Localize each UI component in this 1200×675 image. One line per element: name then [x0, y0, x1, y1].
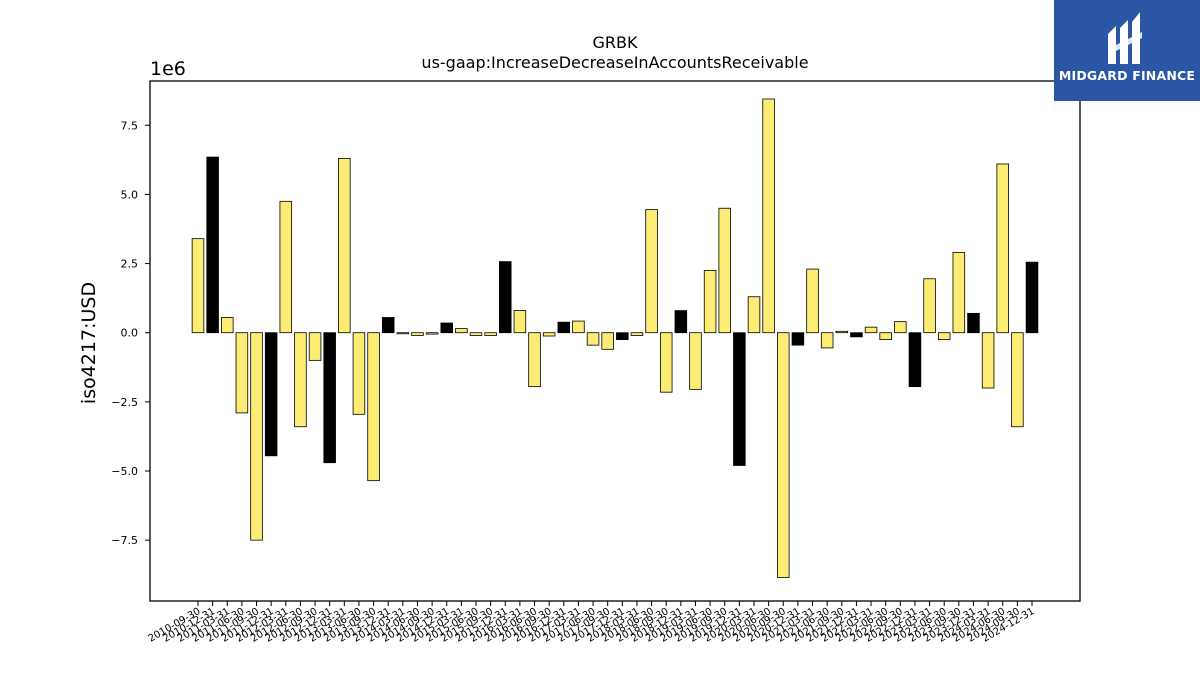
bar [835, 330, 849, 334]
bar [191, 238, 205, 334]
bar [777, 332, 790, 578]
logo-text: MIDGARD FINANCE [1058, 68, 1196, 83]
bar [308, 332, 322, 361]
bar [747, 296, 761, 334]
y-axis-label: iso4217:USD [78, 282, 100, 404]
bar [338, 158, 351, 334]
bar [791, 332, 805, 346]
bar [557, 321, 571, 334]
bar [528, 332, 541, 388]
bar [952, 252, 966, 334]
bar [586, 332, 600, 346]
midgard-logo-icon [1108, 12, 1142, 64]
bar [279, 200, 293, 334]
y-tick-label: 0.0 [121, 327, 139, 340]
bar [455, 328, 468, 334]
y-tick-label: 2.5 [121, 258, 139, 271]
bar [850, 332, 863, 338]
bar [616, 332, 629, 341]
bar [396, 332, 410, 335]
bar [762, 98, 775, 334]
y-tick-label: −2.5 [111, 396, 138, 409]
bar [235, 332, 249, 414]
bar [996, 163, 1009, 334]
y-scale-label: 1e6 [150, 58, 186, 80]
bar [425, 332, 439, 335]
bar [206, 156, 219, 334]
bar [967, 312, 980, 334]
bar [411, 332, 424, 336]
bar [1025, 261, 1039, 334]
chart-title: GRBK [593, 33, 638, 52]
y-tick-label: 5.0 [121, 188, 139, 201]
y-tick-label: 7.5 [121, 119, 139, 132]
bar [806, 268, 819, 334]
bar [221, 317, 234, 334]
chart-subtitle: us-gaap:IncreaseDecreaseInAccountsReceiv… [421, 53, 808, 72]
bar [894, 321, 907, 334]
bar [352, 332, 366, 415]
bar [499, 261, 512, 334]
bar [601, 332, 614, 350]
bar [674, 310, 688, 334]
bar [718, 207, 731, 334]
bar [264, 332, 278, 457]
bar [820, 332, 834, 349]
bar [440, 322, 453, 334]
bar [733, 332, 746, 466]
bar [572, 320, 585, 334]
plot-frame [149, 80, 1081, 602]
bar [294, 332, 307, 428]
bar [484, 332, 497, 336]
bar [250, 332, 263, 541]
bar [323, 332, 336, 464]
bar [703, 270, 717, 334]
bar [1011, 332, 1024, 428]
bar [689, 332, 702, 390]
bar [381, 317, 395, 334]
bar [659, 332, 673, 393]
bar [367, 332, 380, 482]
bar [513, 310, 527, 334]
bar [908, 332, 922, 388]
plot-area: −7.5−5.0−2.50.02.55.07.52010-09-302010-1… [111, 98, 1039, 645]
bar [923, 278, 936, 334]
bar [879, 332, 892, 341]
bar [864, 326, 878, 334]
bar [630, 332, 644, 336]
brand-logo: MIDGARD FINANCE [1054, 0, 1200, 101]
bar [542, 332, 556, 337]
y-tick-label: −7.5 [111, 534, 138, 547]
bar [937, 332, 951, 341]
bar [981, 332, 995, 389]
y-tick-label: −5.0 [111, 465, 138, 478]
bar [645, 209, 658, 334]
bar [469, 332, 483, 336]
